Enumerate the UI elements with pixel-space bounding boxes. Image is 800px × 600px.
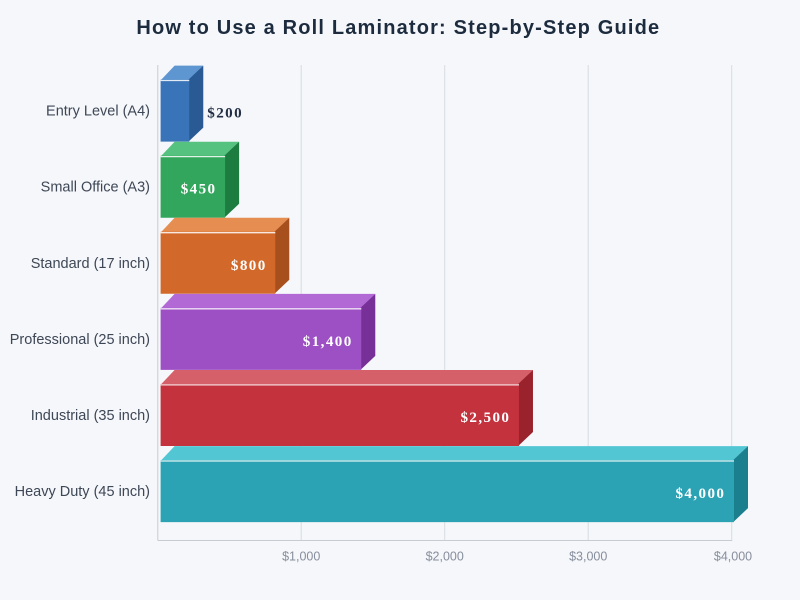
svg-text:$800: $800 xyxy=(231,258,267,274)
svg-text:$3,000: $3,000 xyxy=(569,549,607,563)
svg-text:$4,000: $4,000 xyxy=(675,486,725,502)
svg-text:$4,000: $4,000 xyxy=(714,549,752,563)
svg-text:Small Office (A3): Small Office (A3) xyxy=(41,180,150,196)
svg-text:$1,400: $1,400 xyxy=(303,334,353,350)
svg-text:$450: $450 xyxy=(181,182,217,198)
svg-text:$200: $200 xyxy=(207,106,243,122)
svg-text:How to Use a Roll Laminator: S: How to Use a Roll Laminator: Step-by-Ste… xyxy=(136,17,660,39)
svg-text:Industrial (35 inch): Industrial (35 inch) xyxy=(31,408,150,424)
svg-text:Standard (17 inch): Standard (17 inch) xyxy=(31,256,150,272)
svg-text:Professional (25 inch): Professional (25 inch) xyxy=(10,332,150,348)
svg-text:$2,500: $2,500 xyxy=(460,410,510,426)
svg-text:$1,000: $1,000 xyxy=(282,549,320,563)
svg-text:$2,000: $2,000 xyxy=(426,549,464,563)
svg-text:Entry Level (A4): Entry Level (A4) xyxy=(46,104,150,120)
svg-text:Heavy Duty (45 inch): Heavy Duty (45 inch) xyxy=(15,484,150,500)
